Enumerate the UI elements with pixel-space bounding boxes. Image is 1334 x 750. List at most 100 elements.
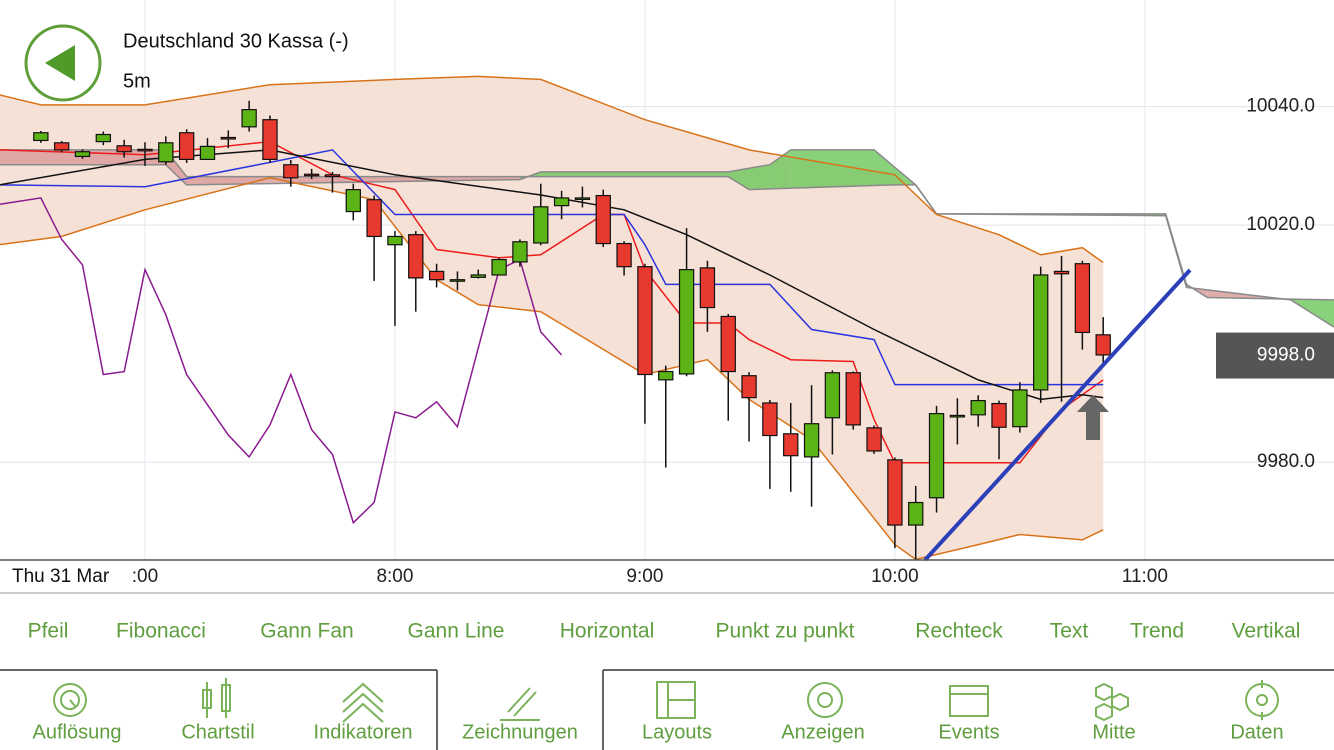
tab-label[interactable]: Auflösung	[33, 721, 122, 743]
tab-label[interactable]: Zeichnungen	[462, 721, 578, 743]
trend-line-drawing[interactable]	[923, 268, 1192, 562]
candle-body	[345, 189, 361, 213]
y-tick-label: 9980.0	[1257, 451, 1315, 472]
tab-label[interactable]: Anzeigen	[781, 721, 864, 743]
x-tick-label: 8:00	[376, 566, 413, 587]
candle-body	[949, 414, 966, 418]
candle-body	[845, 372, 861, 426]
candle-body	[220, 136, 236, 140]
candle-body	[470, 274, 486, 278]
candle-body	[137, 148, 153, 152]
drawing-tool[interactable]: Horizontal	[560, 620, 655, 643]
candle-body	[616, 242, 632, 268]
candle-body	[33, 132, 49, 142]
tab-label[interactable]: Events	[938, 721, 999, 743]
candle-body	[991, 402, 1007, 428]
tab-label[interactable]: Daten	[1230, 721, 1283, 743]
candle-body	[408, 234, 424, 279]
drawing-tool[interactable]: Text	[1050, 620, 1089, 643]
candle-body	[824, 372, 841, 419]
candle-body	[720, 315, 736, 373]
date-label: Thu 31 Mar	[12, 566, 110, 587]
drawing-tool[interactable]: Vertikal	[1232, 620, 1301, 643]
candle-body	[262, 119, 278, 161]
back-icon	[45, 45, 75, 81]
candle-body	[366, 199, 382, 238]
candle-body	[637, 266, 653, 376]
candle-body	[574, 197, 591, 201]
cloud-fill	[540, 171, 729, 177]
candle-body	[512, 241, 528, 263]
drawing-tool[interactable]: Trend	[1130, 620, 1184, 643]
candle-body	[1033, 274, 1049, 391]
candle-body	[803, 423, 820, 458]
candle-body	[324, 174, 341, 178]
y-tick-label: 10020.0	[1246, 214, 1315, 235]
bollinger-line	[0, 177, 1104, 560]
drawing-tool[interactable]: Pfeil	[28, 620, 69, 643]
candle-body	[595, 194, 611, 245]
drawing-tool[interactable]: Gann Fan	[260, 620, 353, 643]
drawing-tool[interactable]: Punkt zu punkt	[716, 620, 855, 643]
cloud-fill	[186, 176, 520, 185]
instrument-title: Deutschland 30 Kassa (-)	[123, 30, 349, 52]
candle-body	[553, 197, 570, 207]
candle-body	[658, 370, 674, 381]
candle-body	[74, 151, 91, 158]
candle-body	[387, 235, 403, 246]
candle-body	[970, 399, 986, 416]
last-price-label: 9998.0	[1257, 345, 1315, 366]
x-tick-label: 9:00	[626, 566, 663, 587]
candle-body	[303, 173, 320, 177]
interval: 5m	[123, 70, 151, 92]
candle-body	[928, 413, 945, 499]
candle-body	[283, 164, 299, 179]
cloud-fill	[728, 168, 750, 190]
cloud-fill	[790, 149, 875, 189]
candle-body	[783, 433, 799, 457]
candle-body	[1012, 389, 1028, 428]
drawing-tool[interactable]: Rechteck	[915, 620, 1003, 643]
bollinger-line	[0, 75, 1104, 264]
candle-body	[866, 427, 882, 452]
candle-body	[53, 142, 70, 151]
tab-label[interactable]: Chartstil	[181, 721, 254, 743]
date-label-bg	[2, 562, 130, 592]
tab-icons	[53, 678, 1279, 723]
candle-body	[762, 402, 778, 437]
tab-label[interactable]: Layouts	[642, 721, 712, 743]
tab-label[interactable]: Mitte	[1092, 721, 1135, 743]
candle-body	[1074, 263, 1091, 334]
x-tick-label: 10:00	[871, 566, 919, 587]
candle-body	[887, 459, 903, 526]
cloud-fill	[874, 149, 895, 186]
candle-body	[1053, 270, 1070, 275]
candle-body	[428, 270, 445, 281]
candle-body	[116, 145, 132, 153]
candle-body	[449, 279, 466, 282]
plot-area	[0, 0, 1334, 560]
cloud-fill	[769, 149, 791, 189]
x-tick-label: :00	[132, 566, 158, 587]
overlay-layer: Deutschland 30 Kassa (-) 5m 10040.0 10020…	[0, 24, 1334, 750]
candle-body	[908, 501, 924, 526]
last-price-tag	[1216, 332, 1334, 379]
candle-body	[491, 258, 507, 276]
x-tick-label: 11:00	[1122, 566, 1168, 587]
candle-body	[95, 133, 112, 143]
drawing-tool[interactable]: Gann Line	[408, 620, 505, 643]
candle-body	[199, 145, 216, 161]
candle-body	[741, 375, 757, 399]
candle-body	[241, 109, 257, 128]
candle-body	[1095, 334, 1111, 356]
candle-body	[178, 132, 195, 161]
y-tick-label: 10040.0	[1246, 96, 1315, 117]
indicator-line	[0, 197, 563, 525]
candle-body	[678, 269, 695, 375]
tab-label[interactable]: Indikatoren	[314, 721, 413, 743]
drawing-tool[interactable]: Fibonacci	[116, 620, 206, 643]
position-arrow	[1077, 395, 1109, 440]
candle-body	[533, 206, 549, 244]
candle-body	[158, 142, 174, 163]
